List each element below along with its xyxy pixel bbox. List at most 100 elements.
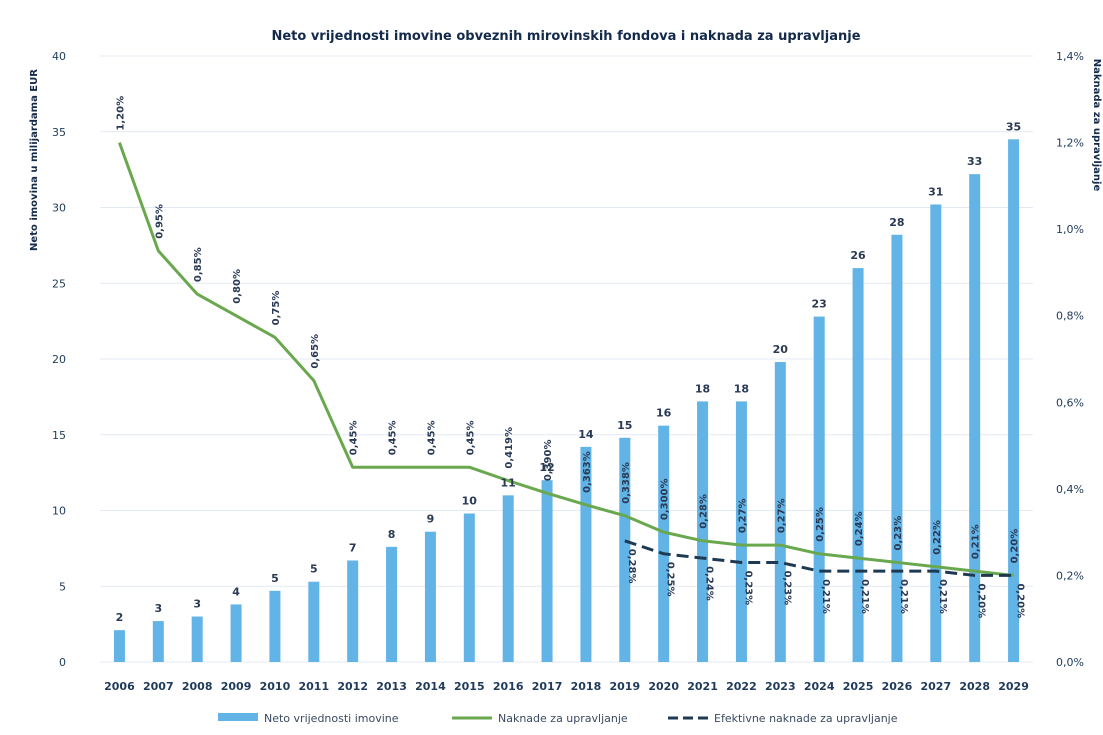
x-tick: 2014 bbox=[415, 680, 446, 693]
series-line-naknade bbox=[118, 142, 1014, 577]
x-tick: 2013 bbox=[376, 680, 407, 693]
fee-label: 0,390% bbox=[543, 440, 554, 482]
effective-fee-label: 0,24% bbox=[704, 566, 715, 601]
y-tick-right: 0,8% bbox=[1056, 310, 1084, 323]
y-tick-left: 5 bbox=[59, 580, 66, 593]
x-tick: 2026 bbox=[882, 680, 913, 693]
bar-value-label: 3 bbox=[154, 602, 162, 615]
y-tick-left: 10 bbox=[52, 505, 66, 518]
bars-layer bbox=[113, 139, 1020, 663]
x-tick: 2020 bbox=[648, 680, 679, 693]
effective-fee-label: 0,23% bbox=[781, 570, 792, 605]
x-tick: 2025 bbox=[843, 680, 874, 693]
fee-label: 0,25% bbox=[815, 507, 826, 542]
bar bbox=[891, 234, 903, 662]
fee-label: 0,45% bbox=[388, 421, 399, 456]
bar bbox=[308, 581, 320, 662]
y-tick-right: 1,4% bbox=[1056, 50, 1084, 63]
bar-value-label: 28 bbox=[889, 216, 904, 229]
bar-value-label: 10 bbox=[462, 495, 478, 508]
fee-label: 0,21% bbox=[971, 524, 982, 559]
x-tick: 2024 bbox=[804, 680, 835, 693]
y-tick-right: 1,0% bbox=[1056, 223, 1084, 236]
bar-value-label: 5 bbox=[271, 572, 279, 585]
y-tick-right: 1,2% bbox=[1056, 137, 1084, 150]
fee-label: 0,45% bbox=[465, 421, 476, 456]
bar bbox=[813, 316, 825, 662]
bar bbox=[191, 616, 203, 662]
bar-value-label: 3 bbox=[193, 598, 201, 611]
bar-value-label: 26 bbox=[850, 249, 866, 262]
x-tick: 2028 bbox=[959, 680, 990, 693]
bar-value-label: 11 bbox=[501, 476, 516, 489]
y-tick-left: 15 bbox=[52, 429, 66, 442]
bar-value-label: 33 bbox=[967, 155, 982, 168]
y-tick-right: 0,0% bbox=[1056, 656, 1084, 669]
legend: Neto vrijednosti imovine Naknade za uprav… bbox=[218, 712, 898, 725]
fee-label: 1,20% bbox=[115, 96, 126, 131]
fee-label: 0,80% bbox=[232, 269, 243, 304]
legend-swatch-bars bbox=[218, 713, 258, 721]
bar-value-label: 5 bbox=[310, 563, 318, 576]
bar bbox=[152, 621, 164, 662]
bar-value-label: 2 bbox=[116, 611, 124, 624]
x-tick: 2018 bbox=[571, 680, 602, 693]
bar-value-label: 18 bbox=[695, 382, 710, 395]
bar-value-label: 20 bbox=[773, 343, 789, 356]
x-tick: 2015 bbox=[454, 680, 485, 693]
fee-label: 0,363% bbox=[582, 451, 593, 493]
effective-fee-label: 0,20% bbox=[976, 583, 987, 618]
x-tick: 2011 bbox=[299, 680, 330, 693]
fee-label: 0,300% bbox=[660, 478, 671, 520]
fee-label: 0,75% bbox=[271, 291, 282, 326]
fee-label: 0,27% bbox=[776, 498, 787, 533]
axes-layer: 05101520253035400,0%0,2%0,4%0,6%0,8%1,0%… bbox=[52, 50, 1084, 693]
series-line-efektivne bbox=[624, 539, 1014, 577]
bar bbox=[424, 531, 436, 662]
fee-label: 0,23% bbox=[893, 516, 904, 551]
effective-fee-label: 0,23% bbox=[742, 570, 753, 605]
bar-value-label: 12 bbox=[539, 461, 554, 474]
y-axis-title-right: Naknada za upravljanje bbox=[1091, 59, 1102, 192]
y-tick-right: 0,2% bbox=[1056, 569, 1084, 582]
effective-fee-label: 0,21% bbox=[820, 579, 831, 614]
fee-label: 0,45% bbox=[426, 421, 437, 456]
x-tick: 2022 bbox=[726, 680, 757, 693]
x-tick: 2010 bbox=[260, 680, 291, 693]
x-tick: 2007 bbox=[143, 680, 174, 693]
fee-label: 0,24% bbox=[854, 511, 865, 546]
x-tick: 2029 bbox=[998, 680, 1029, 693]
bar-value-label: 23 bbox=[812, 298, 827, 311]
bar bbox=[1008, 139, 1020, 662]
legend-label-bars: Neto vrijednosti imovine bbox=[264, 712, 399, 725]
fee-label: 0,85% bbox=[193, 247, 204, 282]
bar bbox=[774, 362, 786, 662]
bar bbox=[502, 495, 514, 662]
x-tick: 2012 bbox=[337, 680, 368, 693]
fee-label: 0,27% bbox=[737, 498, 748, 533]
grid-layer bbox=[100, 55, 1033, 663]
fee-label: 0,95% bbox=[154, 204, 165, 239]
y-axis-title-left: Neto imovina u milijardama EUR bbox=[29, 69, 40, 251]
bar-value-label: 31 bbox=[928, 185, 943, 198]
bar bbox=[697, 401, 709, 662]
x-tick: 2008 bbox=[182, 680, 213, 693]
y-tick-left: 30 bbox=[52, 202, 66, 215]
bar-value-label: 8 bbox=[388, 528, 396, 541]
x-tick: 2027 bbox=[921, 680, 952, 693]
x-tick: 2021 bbox=[687, 680, 718, 693]
bar bbox=[463, 513, 475, 662]
x-tick: 2017 bbox=[532, 680, 563, 693]
y-tick-right: 0,4% bbox=[1056, 483, 1084, 496]
effective-fee-label: 0,21% bbox=[937, 579, 948, 614]
legend-label-line: Naknade za upravljanje bbox=[498, 712, 628, 725]
y-tick-left: 0 bbox=[59, 656, 66, 669]
x-tick: 2009 bbox=[221, 680, 252, 693]
bar bbox=[735, 401, 747, 662]
bar bbox=[580, 446, 592, 662]
bar-value-label: 14 bbox=[578, 428, 594, 441]
effective-fee-label: 0,25% bbox=[665, 562, 676, 597]
